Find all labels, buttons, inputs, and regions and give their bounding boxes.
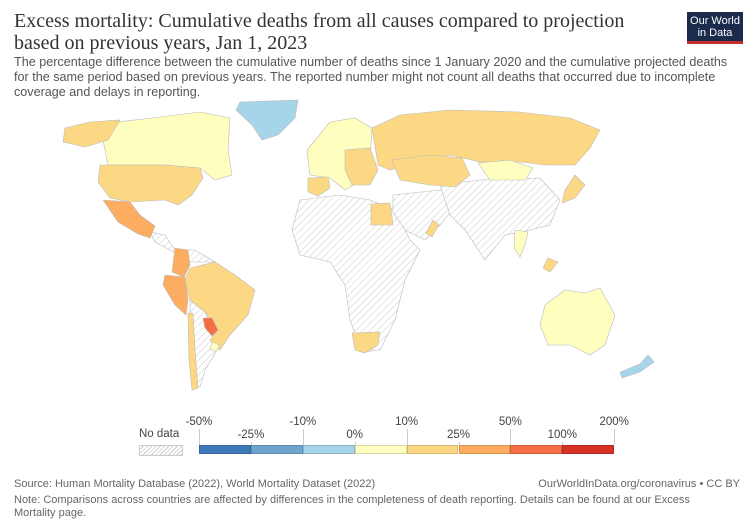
country-spain[interactable]	[307, 176, 331, 197]
country-paraguay[interactable]	[202, 317, 219, 337]
legend-bin[interactable]	[406, 445, 459, 454]
legend-label: -50%	[185, 416, 213, 428]
legend-tick	[199, 429, 200, 445]
country-canada[interactable]	[102, 111, 233, 181]
legend-label: 25%	[446, 429, 471, 441]
legend-bin[interactable]	[250, 445, 303, 454]
country-kazakhstan[interactable]	[391, 154, 471, 188]
legend-tick	[250, 442, 252, 445]
country-japan[interactable]	[561, 174, 586, 204]
country-oman[interactable]	[425, 219, 440, 238]
legend-tick	[354, 442, 356, 445]
legend-bin[interactable]	[302, 445, 355, 454]
legend-no-data-label: No data	[139, 428, 180, 440]
country-alaska-usa[interactable]	[62, 119, 121, 148]
footnote: Note: Comparisons across countries are a…	[14, 494, 690, 519]
legend-label: 100%	[547, 429, 577, 441]
legend-label: 0%	[346, 429, 363, 441]
country-colombia[interactable]	[171, 247, 191, 278]
chart-subtitle: The percentage difference between the cu…	[14, 55, 728, 99]
legend-tick	[458, 442, 460, 445]
source-url[interactable]: OurWorldInData.org/coronavirus • CC BY	[538, 478, 740, 490]
country-mongolia[interactable]	[477, 159, 534, 181]
legend-tick	[562, 442, 564, 445]
chart-title: Excess mortality: Cumulative deaths from…	[14, 10, 625, 54]
country-new-zealand[interactable]	[619, 354, 655, 379]
country-greenland[interactable]	[235, 99, 299, 141]
legend-bin[interactable]	[562, 445, 615, 454]
country-mexico[interactable]	[102, 199, 156, 239]
legend-bin[interactable]	[199, 445, 251, 454]
country-uruguay[interactable]	[209, 341, 221, 353]
legend-label: -25%	[237, 429, 265, 441]
legend-tick	[302, 429, 304, 445]
region-eastern-europe[interactable]	[344, 147, 379, 186]
legend-label: 10%	[395, 416, 419, 428]
country-brazil[interactable]	[184, 261, 256, 351]
legend-bin[interactable]	[458, 445, 511, 454]
legend-tick	[510, 429, 512, 445]
country-australia[interactable]	[539, 287, 616, 356]
legend-bin[interactable]	[510, 445, 563, 454]
owid-logo[interactable]: Our World in Data	[687, 12, 743, 44]
country-peru[interactable]	[162, 274, 189, 316]
legend-tick	[614, 429, 616, 445]
country-usa[interactable]	[97, 164, 204, 206]
legend-no-data-swatch[interactable]	[139, 445, 183, 456]
country-egypt[interactable]	[370, 202, 394, 226]
legend-bin[interactable]	[354, 445, 407, 454]
country-south-africa[interactable]	[351, 331, 381, 354]
country-chile[interactable]	[187, 312, 199, 391]
legend-label: 50%	[498, 416, 522, 428]
legend-label: -10%	[289, 416, 317, 428]
legend-tick	[406, 429, 408, 445]
world-map[interactable]	[0, 95, 754, 395]
region-south-east-asia[interactable]	[439, 177, 561, 261]
country-philippines[interactable]	[542, 257, 559, 273]
legend-label: 200%	[599, 416, 629, 428]
source-note: Source: Human Mortality Database (2022),…	[14, 478, 376, 490]
country-thailand[interactable]	[513, 229, 529, 258]
